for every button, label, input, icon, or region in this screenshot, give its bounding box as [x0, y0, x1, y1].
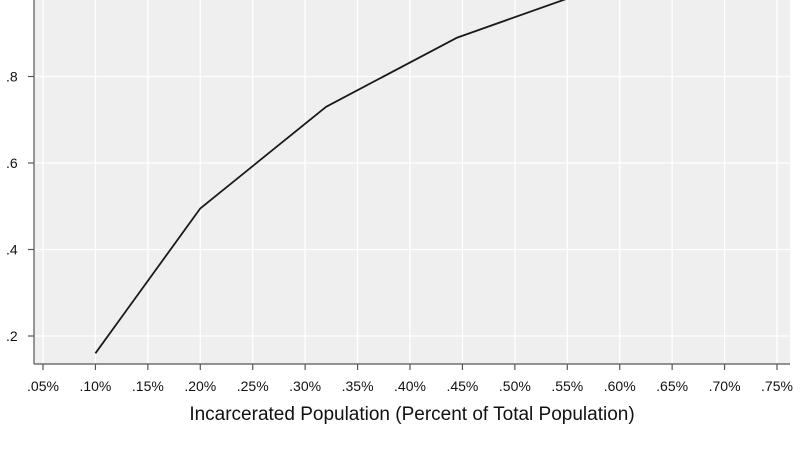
x-tick-label: .60%	[604, 378, 636, 394]
y-ticks: .2 .4 .6 .8	[6, 69, 34, 344]
x-tick-label: .25%	[237, 378, 269, 394]
y-tick-label: .6	[6, 155, 18, 171]
x-tick-label: .50%	[499, 378, 531, 394]
vertical-gridlines	[42, 0, 778, 364]
x-tick-label: .55%	[551, 378, 583, 394]
x-tick-label: .05%	[27, 378, 59, 394]
x-tick-label: .30%	[289, 378, 321, 394]
x-tick-label: .20%	[184, 378, 216, 394]
x-tick-label: .40%	[394, 378, 426, 394]
series-line	[94, 0, 567, 354]
horizontal-gridlines	[34, 75, 790, 337]
y-tick-label: .8	[6, 69, 18, 85]
y-tick-label: .2	[6, 328, 18, 344]
x-ticks: .05% .10% .15% .20% .25% .30% .35% .40% .45% .50%…	[27, 364, 793, 394]
x-tick-label: .45%	[446, 378, 478, 394]
x-tick-label: .15%	[132, 378, 164, 394]
x-tick-label: .75%	[761, 378, 793, 394]
x-axis-title: Incarcerated Population (Percent of Tota…	[189, 404, 634, 425]
x-tick-label: .10%	[79, 378, 111, 394]
x-tick-label: .35%	[342, 378, 374, 394]
y-tick-label: .4	[6, 242, 18, 258]
series-layer	[94, 0, 567, 354]
x-tick-label: .70%	[709, 378, 741, 394]
x-tick-label: .65%	[656, 378, 688, 394]
